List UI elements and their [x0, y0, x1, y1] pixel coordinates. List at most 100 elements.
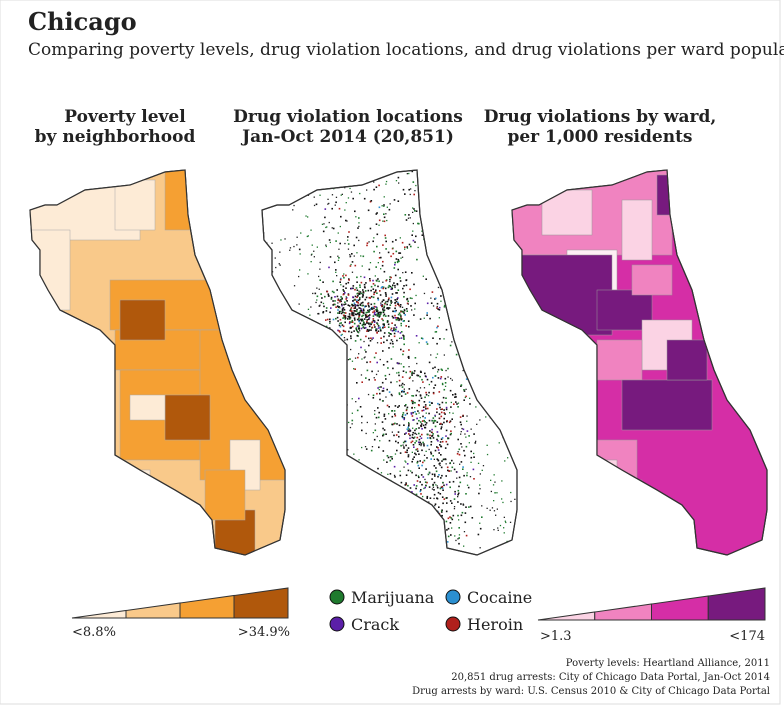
dot — [376, 306, 378, 309]
dot — [360, 319, 363, 322]
dot — [450, 534, 452, 536]
dot — [306, 235, 308, 238]
dot — [409, 376, 411, 378]
dot — [401, 310, 403, 313]
dot — [405, 279, 408, 281]
dot — [395, 440, 397, 443]
dot — [358, 353, 360, 355]
dot — [455, 539, 457, 542]
dot — [363, 197, 366, 200]
dot — [415, 485, 418, 487]
dot — [445, 483, 448, 486]
dot — [456, 477, 458, 479]
dot — [432, 305, 435, 307]
dot — [377, 370, 379, 372]
dot — [450, 430, 452, 432]
dot — [396, 260, 399, 263]
dot — [353, 330, 355, 332]
dot — [354, 340, 357, 342]
dot — [374, 379, 376, 381]
dot — [476, 423, 478, 425]
dot — [368, 325, 371, 328]
dot — [350, 307, 353, 309]
dot — [358, 293, 360, 295]
dot — [369, 322, 371, 324]
dot — [453, 508, 456, 510]
dot — [347, 281, 350, 284]
dot — [381, 300, 384, 303]
dot — [381, 304, 384, 306]
dot — [405, 371, 407, 374]
dot — [382, 286, 385, 289]
dot — [377, 315, 379, 317]
dot — [411, 434, 414, 436]
dot — [442, 502, 444, 505]
dot — [370, 200, 373, 202]
dot — [319, 268, 321, 270]
dot — [406, 406, 409, 409]
dot — [449, 389, 452, 392]
dot — [331, 207, 333, 210]
dot — [354, 304, 356, 306]
dot — [327, 203, 329, 205]
dot — [377, 319, 379, 322]
dot — [366, 330, 368, 332]
dot — [344, 292, 346, 294]
dot — [316, 246, 318, 248]
dot — [430, 451, 432, 454]
dot — [411, 491, 413, 493]
dot — [414, 411, 416, 413]
dot — [383, 216, 386, 219]
dot — [352, 300, 354, 302]
dot — [395, 330, 397, 332]
dot — [463, 399, 465, 401]
dot — [383, 413, 386, 416]
dot — [432, 455, 434, 457]
dot — [407, 217, 410, 219]
dot — [379, 313, 382, 316]
dot — [420, 437, 423, 439]
dot — [319, 279, 321, 281]
dot — [378, 311, 380, 314]
dot — [368, 318, 370, 321]
dot — [459, 463, 461, 465]
dot — [348, 315, 351, 317]
dot — [361, 381, 363, 383]
dot — [344, 321, 346, 324]
dot — [423, 387, 426, 389]
dot — [428, 412, 430, 415]
dot — [338, 257, 340, 259]
dot — [393, 410, 396, 412]
dot — [311, 244, 313, 246]
dot — [374, 429, 377, 432]
dot — [478, 492, 480, 495]
dot — [443, 338, 445, 340]
dot — [383, 429, 386, 431]
dot — [446, 541, 449, 543]
dot — [400, 315, 402, 317]
dot — [391, 315, 394, 318]
dot — [369, 308, 372, 310]
dot — [408, 357, 410, 359]
dot — [381, 318, 383, 320]
dot — [332, 280, 334, 283]
dot — [426, 497, 428, 499]
dot — [391, 410, 393, 412]
dot — [412, 419, 414, 421]
dot — [382, 390, 385, 392]
dot — [418, 427, 420, 429]
dot — [452, 394, 454, 396]
dot — [365, 335, 367, 338]
dot — [361, 318, 364, 321]
dot — [419, 375, 421, 378]
dot — [431, 488, 434, 490]
dot — [351, 313, 353, 315]
dot — [370, 323, 372, 326]
dot — [414, 241, 416, 243]
dot — [410, 413, 413, 415]
dot — [449, 486, 451, 489]
dot — [380, 342, 382, 344]
dot — [434, 449, 437, 452]
dot — [378, 184, 380, 187]
